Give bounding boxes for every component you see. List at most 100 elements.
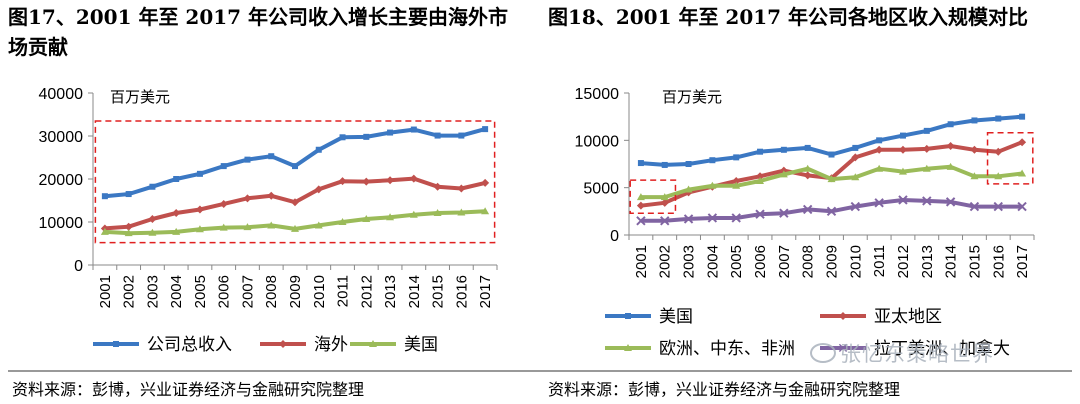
x-tick-label: 2003 xyxy=(144,275,161,308)
legend-label: 欧洲、中东、非洲 xyxy=(659,339,795,359)
data-point xyxy=(684,185,693,193)
legend-label: 海外 xyxy=(314,335,348,355)
y-tick-label: 0 xyxy=(610,228,619,245)
x-tick-label: 2008 xyxy=(263,275,280,308)
data-point xyxy=(268,153,275,160)
x-tick-label: 2007 xyxy=(776,245,793,278)
data-point xyxy=(172,208,181,217)
data-point xyxy=(898,195,908,205)
data-point xyxy=(387,129,394,136)
x-tick-label: 2008 xyxy=(800,245,817,278)
data-point xyxy=(733,154,740,161)
highlight-box xyxy=(94,120,496,244)
legend-marker xyxy=(279,340,287,348)
legend-label: 拉丁美洲、加拿大 xyxy=(874,338,1010,359)
left-chart-title: 图17、2001 年至 2017 年公司收入增长主要由海外市场贡献 xyxy=(8,5,509,59)
data-point xyxy=(338,218,347,225)
x-tick-label: 2003 xyxy=(681,245,698,278)
legend-item: 公司总收入 xyxy=(93,335,232,355)
y-tick-label: 15000 xyxy=(575,86,620,103)
legend-item: 欧洲、中东、非洲 xyxy=(605,339,795,359)
series-1 xyxy=(101,126,489,200)
data-point xyxy=(339,134,346,141)
right-source-note: 资料来源：彭博，兴业证券经济与金融研究院整理 xyxy=(548,380,901,399)
legend-marker: ✕ xyxy=(837,341,849,357)
data-point xyxy=(149,183,156,190)
data-point xyxy=(731,213,741,223)
legend-item: 美国 xyxy=(605,307,693,327)
data-point xyxy=(244,156,251,163)
x-tick-label: 2006 xyxy=(752,245,769,278)
legend-item: 海外 xyxy=(260,335,348,355)
data-point xyxy=(386,176,395,185)
unit-label: 百万美元 xyxy=(110,88,170,106)
data-point xyxy=(457,208,466,216)
unit-label: 百万美元 xyxy=(662,88,722,106)
data-point xyxy=(969,201,980,212)
data-point xyxy=(267,191,276,200)
legend-label: 美国 xyxy=(404,335,438,355)
data-point xyxy=(899,132,906,139)
data-point xyxy=(291,224,299,232)
x-tick-label: 2007 xyxy=(239,275,256,308)
data-point xyxy=(100,227,109,235)
x-tick-label: 2011 xyxy=(871,245,888,277)
x-tick-label: 2002 xyxy=(657,245,674,278)
data-point xyxy=(243,223,252,231)
data-point xyxy=(458,132,465,139)
y-tick-label: 10000 xyxy=(575,133,620,150)
data-point xyxy=(850,201,861,212)
x-tick-label: 2004 xyxy=(704,245,721,278)
data-point xyxy=(195,205,204,214)
data-point xyxy=(267,221,276,229)
data-point xyxy=(220,163,227,170)
data-point xyxy=(993,201,1003,212)
data-point xyxy=(780,146,787,153)
x-tick-label: 2009 xyxy=(824,245,841,278)
data-point xyxy=(826,206,837,217)
data-point xyxy=(971,117,978,124)
data-point xyxy=(481,207,490,215)
data-point xyxy=(708,181,717,189)
data-point xyxy=(994,172,1003,180)
right-chart: 0 5000 10000 15000 2001 2002 2003 2004 2005 2006 2… xyxy=(575,86,1035,359)
data-point xyxy=(1017,201,1027,212)
data-point xyxy=(410,126,417,133)
data-point xyxy=(802,204,813,215)
left-source-note: 资料来源：彭博，兴业证券经济与金融研究院整理 xyxy=(12,380,365,399)
legend-marker xyxy=(839,312,847,320)
legend-label: 亚太地区 xyxy=(874,307,942,327)
data-point xyxy=(314,185,323,194)
data-point xyxy=(828,151,835,158)
x-tick-label: 2015 xyxy=(966,245,983,278)
series-1 xyxy=(637,113,1026,168)
source-footer: 资料来源：彭博，兴业证券经济与金融研究院整理 资料来源：彭博，兴业证券经济与金融… xyxy=(8,370,1080,404)
data-point xyxy=(756,172,765,181)
data-point xyxy=(243,194,252,203)
data-point xyxy=(660,216,670,226)
data-point xyxy=(875,164,884,172)
data-point xyxy=(434,132,441,139)
x-tick-label: 2010 xyxy=(847,245,864,278)
data-point xyxy=(124,229,133,237)
data-point xyxy=(338,177,347,186)
series-line xyxy=(104,127,486,199)
data-point xyxy=(637,160,644,167)
data-point xyxy=(148,228,157,236)
data-point xyxy=(315,146,322,153)
data-point xyxy=(852,144,859,151)
series-3 xyxy=(100,207,490,237)
data-point xyxy=(946,162,955,170)
y-tick-label: 5000 xyxy=(583,181,619,198)
data-point xyxy=(482,126,489,133)
data-point xyxy=(172,227,181,235)
footer-rule xyxy=(8,370,1072,372)
data-point xyxy=(125,191,132,198)
x-tick-label: 2016 xyxy=(990,245,1007,278)
legend-item: 美国 xyxy=(350,335,438,355)
y-tick-label: 40000 xyxy=(39,86,84,103)
data-point xyxy=(755,209,765,219)
data-point xyxy=(970,172,979,180)
chat-bubble-icon xyxy=(810,343,836,363)
data-point xyxy=(636,216,646,226)
